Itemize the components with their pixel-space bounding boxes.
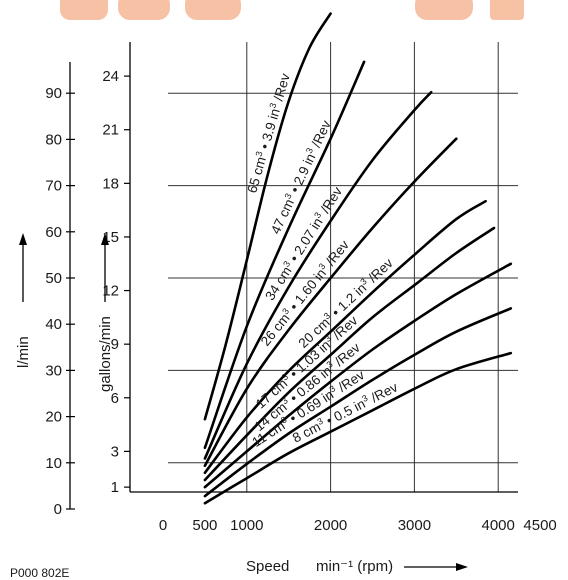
superscript: 3 <box>280 372 290 383</box>
label-part: /Rev <box>316 184 346 219</box>
superscript: 3 <box>317 261 328 271</box>
superscript: 3 <box>283 192 294 201</box>
x-tick-label: 1000 <box>230 517 263 534</box>
y-tick-label-lmin: 10 <box>45 455 62 472</box>
watermark <box>60 0 524 20</box>
series-label-group: 47 cm3 • 2.9 in3 /Rev <box>267 117 334 236</box>
superscript: 3 <box>323 333 333 344</box>
x-tick-label: 500 <box>192 517 217 534</box>
y-tick-label-lmin: 50 <box>45 270 62 287</box>
y-tick-label-lmin: 0 <box>54 501 62 518</box>
superscript: 3 <box>312 210 323 220</box>
y-tick-label-gallons: 18 <box>102 175 119 192</box>
series-label-2: 47 cm3 • 2.9 in3 /Rev <box>267 117 334 236</box>
y-tick-label-lmin: 40 <box>45 316 62 333</box>
y-tick-label-gallons: 6 <box>111 390 119 407</box>
y-tick-label-gallons: 21 <box>102 122 119 139</box>
figure-code: P000 802E <box>10 566 69 580</box>
x-tick-label: 0 <box>159 517 167 534</box>
y-tick-label-gallons: 1 <box>111 479 119 496</box>
x-axis-unit: min⁻¹ (rpm) <box>316 558 393 575</box>
superscript: 3 <box>358 276 369 287</box>
series-curve-9 <box>203 351 513 505</box>
superscript: 3 <box>280 395 290 406</box>
superscript: 3 <box>322 311 333 322</box>
superscript: 3 <box>360 393 369 404</box>
x-tick-label: 2000 <box>314 517 347 534</box>
superscript: 3 <box>304 146 315 155</box>
y-tick-label-gallons: 9 <box>111 336 119 353</box>
series-curve-2 <box>203 60 366 450</box>
series-curve-7 <box>203 262 513 489</box>
y-tick-label-lmin: 20 <box>45 409 62 426</box>
superscript: 3 <box>279 414 289 425</box>
superscript: 3 <box>281 259 292 269</box>
series-curve-4 <box>203 137 458 467</box>
y-axis-gallons-arrowhead <box>101 233 109 245</box>
superscript: 3 <box>328 383 338 394</box>
x-axis-title: Speed <box>246 558 289 575</box>
y-tick-label-lmin: 90 <box>45 85 62 102</box>
superscript: 3 <box>316 416 325 427</box>
label-part: /Rev <box>307 118 334 153</box>
y-tick-label-lmin: 60 <box>45 224 62 241</box>
y-axis-lmin-title: l/min <box>15 336 32 368</box>
series-curves <box>203 12 513 505</box>
superscript: 3 <box>324 359 334 370</box>
y-tick-label-lmin: 30 <box>45 362 62 379</box>
label-part: /Rev <box>363 255 396 288</box>
x-axis-arrowhead <box>456 563 468 571</box>
y-tick-label-lmin: 70 <box>45 178 62 195</box>
label-part: /Rev <box>365 379 400 407</box>
superscript: 3 <box>254 150 265 158</box>
series-curve-5 <box>203 199 487 475</box>
y-tick-label-gallons: 24 <box>102 68 119 85</box>
series-curve-8 <box>203 307 513 498</box>
x-tick-label: 4500 <box>523 517 556 534</box>
series-curve-3 <box>203 90 433 460</box>
x-tick-label: 3000 <box>398 517 431 534</box>
label-part: /Rev <box>321 237 353 271</box>
y-tick-label-lmin: 80 <box>45 131 62 148</box>
y-axis-gallons-title: gallons/min <box>97 316 114 392</box>
x-tick-label: 4000 <box>482 517 515 534</box>
y-axis-lmin-arrowhead <box>19 233 27 245</box>
series-curve-1 <box>203 12 332 421</box>
superscript: 3 <box>280 306 291 316</box>
series-curve-6 <box>203 226 496 482</box>
y-tick-label-gallons: 3 <box>111 443 119 460</box>
y-tick-label-gallons: 12 <box>102 283 119 300</box>
superscript: 3 <box>267 102 278 110</box>
